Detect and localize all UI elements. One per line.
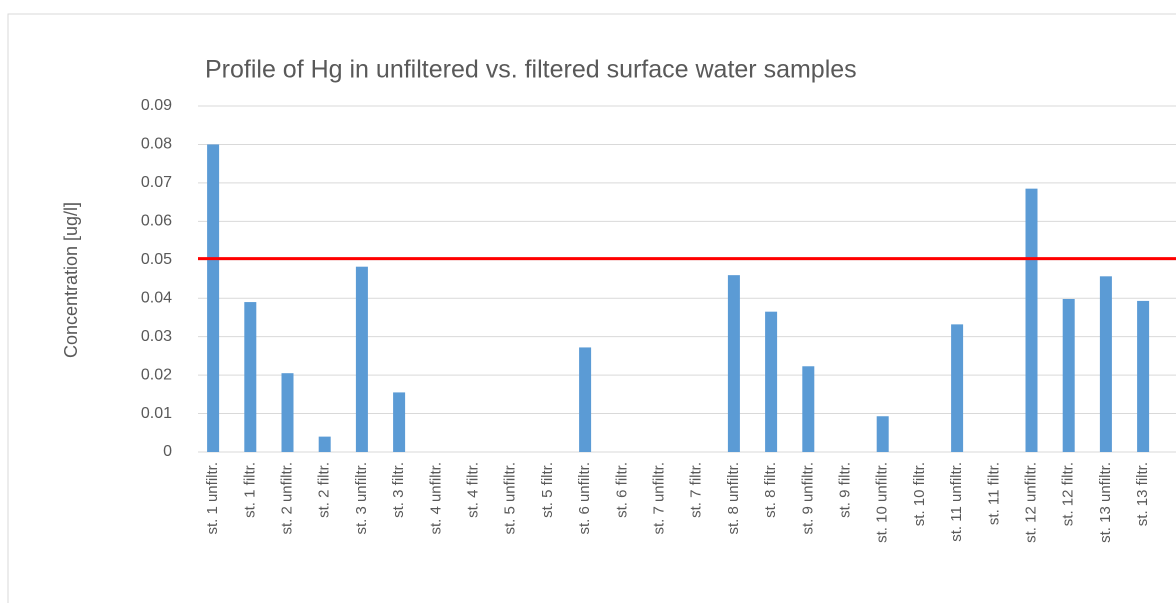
bar xyxy=(802,366,815,452)
bar xyxy=(207,144,220,452)
x-tick-label: st. 6 unfiltr. xyxy=(576,462,593,535)
y-axis-label: Concentration [ug/l] xyxy=(61,202,81,358)
x-tick-label: st. 5 filtr. xyxy=(539,462,556,518)
x-tick-label: st. 2 unfiltr. xyxy=(278,462,295,535)
x-tick-label: st. 5 unfiltr. xyxy=(502,462,519,535)
x-tick-label: st. 12 unfiltr. xyxy=(1022,462,1039,543)
bar xyxy=(1137,300,1150,452)
bar xyxy=(281,373,294,452)
bar xyxy=(318,436,331,452)
y-tick-label: 0.06 xyxy=(141,213,172,230)
bar xyxy=(1099,276,1112,452)
y-tick-label: 0.03 xyxy=(141,328,172,345)
x-tick-label: st. 10 unfiltr. xyxy=(874,462,891,543)
x-tick-label: st. 12 filtr. xyxy=(1060,462,1077,526)
x-tick-label: st. 9 filtr. xyxy=(836,462,853,518)
x-tick-label: st. 3 unfiltr. xyxy=(353,462,370,535)
x-tick-label: st. 13 filtr. xyxy=(1134,462,1151,526)
x-tick-label: st. 4 filtr. xyxy=(464,462,481,518)
x-tick-label: st. 7 unfiltr. xyxy=(650,462,667,535)
bar xyxy=(355,266,368,452)
x-tick-label: st. 6 filtr. xyxy=(613,462,630,518)
x-tick-label: st. 9 unfiltr. xyxy=(799,462,816,535)
x-tick-label: st. 13 unfiltr. xyxy=(1097,462,1114,543)
y-tick-label: 0.05 xyxy=(141,251,172,268)
bar xyxy=(579,347,592,452)
bar xyxy=(1062,298,1075,452)
bar xyxy=(244,302,257,452)
chart-border xyxy=(7,13,1176,603)
y-tick-label: 0.01 xyxy=(141,405,172,422)
x-tick-label: st. 4 unfiltr. xyxy=(427,462,444,535)
x-tick-label: st. 1 filtr. xyxy=(241,462,258,518)
y-tick-label: 0.04 xyxy=(141,289,172,306)
x-tick-label: st. 8 unfiltr. xyxy=(725,462,742,535)
bar xyxy=(393,392,406,452)
x-tick-label: st. 3 filtr. xyxy=(390,462,407,518)
x-tick-label: st. 8 filtr. xyxy=(762,462,779,518)
bar xyxy=(1025,188,1038,452)
y-tick-label: 0.07 xyxy=(141,174,172,191)
bar xyxy=(727,275,740,452)
bar xyxy=(765,311,778,452)
bar xyxy=(951,324,964,452)
y-tick-label: 0.09 xyxy=(141,97,172,114)
x-tick-label: st. 2 filtr. xyxy=(316,462,333,518)
bar xyxy=(876,416,889,452)
x-tick-label: st. 1 unfiltr. xyxy=(204,462,221,535)
x-tick-label: st. 10 filtr. xyxy=(911,462,928,526)
x-tick-label: st. 11 filtr. xyxy=(985,462,1002,525)
chart-title: Profile of Hg in unfiltered vs. filtered… xyxy=(205,56,857,84)
y-tick-label: 0.08 xyxy=(141,136,172,153)
y-tick-label: 0.02 xyxy=(141,366,172,383)
y-tick-label: 0 xyxy=(163,443,172,460)
x-tick-label: st. 7 filtr. xyxy=(688,462,705,518)
x-tick-label: st. 11 unfiltr. xyxy=(948,462,965,542)
